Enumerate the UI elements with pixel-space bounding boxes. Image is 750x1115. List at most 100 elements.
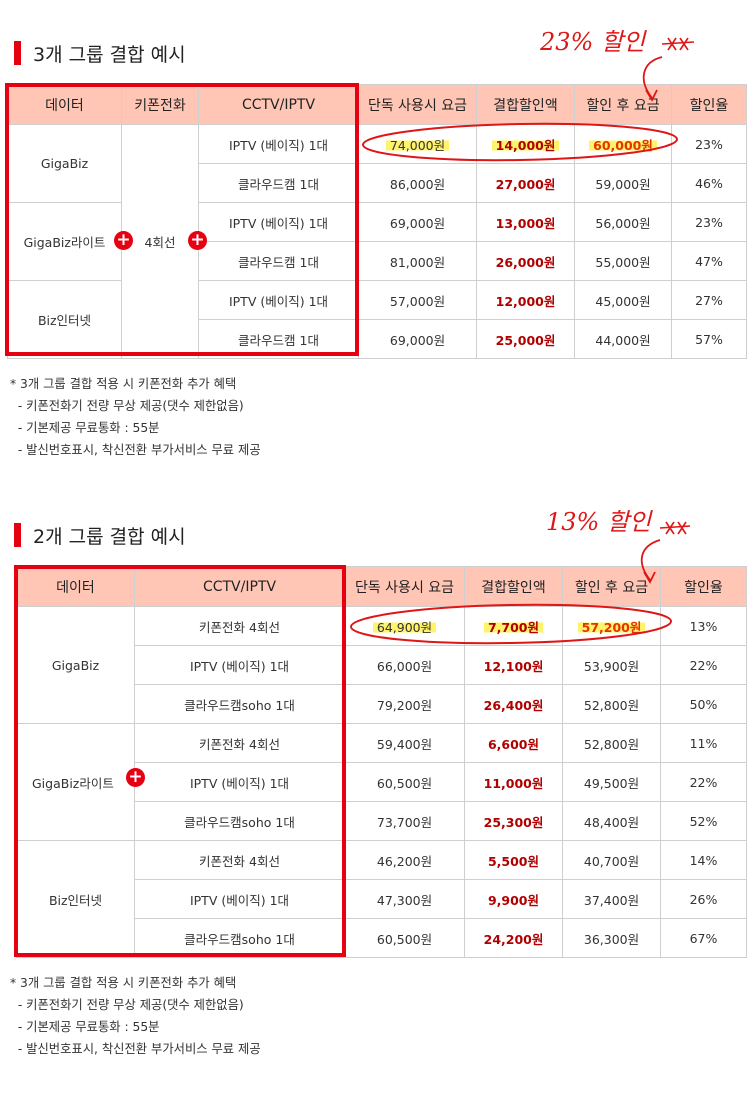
after-cell: 37,400원 bbox=[562, 879, 661, 919]
discount-cell: 9,900원 bbox=[464, 879, 563, 919]
standalone-value: 64,900원 bbox=[372, 619, 437, 635]
rate-cell: 52% bbox=[660, 801, 747, 841]
standalone-cell: 81,000원 bbox=[358, 241, 477, 281]
rate-cell: 22% bbox=[660, 762, 747, 802]
standalone-cell: 57,000원 bbox=[358, 280, 477, 320]
rate-cell: 57% bbox=[671, 319, 747, 359]
section2-title: 2개 그룹 결합 예시 bbox=[14, 520, 186, 550]
note-line: - 기본제공 무료통화 : 55분 bbox=[10, 1020, 160, 1034]
discount-cell: 26,000원 bbox=[476, 241, 575, 281]
service-cell: 클라우드캠soho 1대 bbox=[134, 918, 345, 958]
rate-cell: 46% bbox=[671, 163, 747, 203]
discount-cell: 12,000원 bbox=[476, 280, 575, 320]
discount-cell: 25,000원 bbox=[476, 319, 575, 359]
table-row: Biz인터넷 IPTV (베이직) 1대 57,000원 12,000원 45,… bbox=[7, 280, 747, 359]
table-row: GigaBiz라이트 IPTV (베이직) 1대 69,000원 13,000원… bbox=[7, 202, 747, 281]
note-line: - 키폰전화기 전량 무상 제공(댓수 제한없음) bbox=[10, 998, 244, 1012]
discount-cell: 27,000원 bbox=[476, 163, 575, 203]
header-cell: 키폰전화 bbox=[121, 84, 199, 125]
standalone-cell: 60,500원 bbox=[344, 762, 465, 802]
standalone-value: 74,000원 bbox=[385, 137, 450, 153]
after-cell: 36,300원 bbox=[562, 918, 661, 958]
header-cell: 단독 사용시 요금 bbox=[358, 84, 477, 125]
discount-cell: 26,400원 bbox=[464, 684, 563, 724]
header-cell: 결합할인액 bbox=[464, 566, 563, 607]
standalone-cell: 59,400원 bbox=[344, 723, 465, 763]
standalone-cell: 74,000원 bbox=[358, 124, 477, 164]
header-cell: CCTV/IPTV bbox=[134, 566, 345, 607]
standalone-cell: 79,200원 bbox=[344, 684, 465, 724]
rate-cell: 13% bbox=[660, 606, 747, 646]
section1-table: 데이터 키폰전화 CCTV/IPTV 단독 사용시 요금 결합할인액 할인 후 … bbox=[7, 84, 747, 359]
after-cell: 48,400원 bbox=[562, 801, 661, 841]
table-header-row: 데이터 키폰전화 CCTV/IPTV 단독 사용시 요금 결합할인액 할인 후 … bbox=[7, 84, 747, 125]
section2-title-text: 2개 그룹 결합 예시 bbox=[33, 525, 186, 548]
standalone-cell: 69,000원 bbox=[358, 319, 477, 359]
after-cell: 59,000원 bbox=[574, 163, 672, 203]
service-cell: IPTV (베이직) 1대 bbox=[134, 879, 345, 919]
plus-icon: + bbox=[114, 231, 133, 250]
note-line: - 발신번호표시, 착신전환 부가서비스 무료 제공 bbox=[10, 1042, 261, 1056]
plus-icon: + bbox=[188, 231, 207, 250]
note-line: - 기본제공 무료통화 : 55분 bbox=[10, 421, 160, 435]
annotation-23-discount: 23% 할인 bbox=[539, 28, 647, 56]
standalone-cell: 66,000원 bbox=[344, 645, 465, 685]
header-cell: 결합할인액 bbox=[476, 84, 575, 125]
after-cell: 44,000원 bbox=[574, 319, 672, 359]
after-cell: 52,800원 bbox=[562, 723, 661, 763]
rate-cell: 47% bbox=[671, 241, 747, 281]
service-cell: IPTV (베이직) 1대 bbox=[134, 762, 345, 802]
discount-cell: 14,000원 bbox=[476, 124, 575, 164]
table-row: GigaBiz 4회선 IPTV (베이직) 1대 74,000원 14,000… bbox=[7, 124, 747, 359]
table-row: 클라우드캠soho 1대 79,200원 26,400원 52,800원 50% bbox=[17, 684, 747, 724]
section1-notes: * 3개 그룹 결합 적용 시 키폰전화 추가 혜택 - 키폰전화기 전량 무상… bbox=[10, 373, 261, 461]
data-plan-cell: Biz인터넷 bbox=[16, 840, 135, 958]
table-row: 클라우드캠 1대 81,000원 26,000원 55,000원 47% bbox=[8, 241, 747, 281]
header-cell: 단독 사용시 요금 bbox=[344, 566, 465, 607]
sparkle-icon bbox=[659, 521, 691, 535]
rate-cell: 67% bbox=[660, 918, 747, 958]
discount-value: 14,000원 bbox=[491, 137, 560, 153]
discount-cell: 11,000원 bbox=[464, 762, 563, 802]
service-cell: 클라우드캠soho 1대 bbox=[134, 801, 345, 841]
service-cell: 클라우드캠 1대 bbox=[198, 319, 359, 359]
standalone-cell: 47,300원 bbox=[344, 879, 465, 919]
discount-cell: 25,300원 bbox=[464, 801, 563, 841]
discount-cell: 5,500원 bbox=[464, 840, 563, 880]
table-row: 클라우드캠soho 1대 60,500원 24,200원 36,300원 67% bbox=[17, 918, 747, 958]
plus-icon: + bbox=[126, 768, 145, 787]
discount-cell: 12,100원 bbox=[464, 645, 563, 685]
title-accent-bar bbox=[14, 41, 21, 65]
keyphone-cell: 4회선 bbox=[121, 124, 199, 359]
section2-notes: * 3개 그룹 결합 적용 시 키폰전화 추가 혜택 - 키폰전화기 전량 무상… bbox=[10, 972, 261, 1060]
after-cell: 60,000원 bbox=[574, 124, 672, 164]
header-cell: 데이터 bbox=[16, 566, 135, 607]
discount-cell: 13,000원 bbox=[476, 202, 575, 242]
table-row: 클라우드캠 1대 86,000원 27,000원 59,000원 46% bbox=[8, 163, 747, 203]
table-row: Biz인터넷 키폰전화 4회선 46,200원 5,500원 40,700원 1… bbox=[16, 840, 747, 958]
service-cell: 키폰전화 4회선 bbox=[134, 840, 345, 880]
rate-cell: 27% bbox=[671, 280, 747, 320]
rate-cell: 23% bbox=[671, 124, 747, 164]
table-row: GigaBiz 키폰전화 4회선 64,900원 7,700원 57,200원 … bbox=[16, 606, 747, 724]
service-cell: IPTV (베이직) 1대 bbox=[134, 645, 345, 685]
service-cell: 클라우드캠soho 1대 bbox=[134, 684, 345, 724]
rate-cell: 26% bbox=[660, 879, 747, 919]
note-line: * 3개 그룹 결합 적용 시 키폰전화 추가 혜택 bbox=[10, 976, 237, 990]
note-line: - 키폰전화기 전량 무상 제공(댓수 제한없음) bbox=[10, 399, 244, 413]
section2-table: 데이터 CCTV/IPTV 단독 사용시 요금 결합할인액 할인 후 요금 할인… bbox=[16, 566, 747, 958]
header-cell: 할인율 bbox=[671, 84, 747, 125]
after-cell: 40,700원 bbox=[562, 840, 661, 880]
rate-cell: 14% bbox=[660, 840, 747, 880]
after-cell: 53,900원 bbox=[562, 645, 661, 685]
standalone-cell: 73,700원 bbox=[344, 801, 465, 841]
header-cell: 할인 후 요금 bbox=[562, 566, 661, 607]
service-cell: 클라우드캠 1대 bbox=[198, 163, 359, 203]
after-value: 60,000원 bbox=[589, 137, 657, 153]
discount-cell: 6,600원 bbox=[464, 723, 563, 763]
title-accent-bar bbox=[14, 523, 21, 547]
table-header-row: 데이터 CCTV/IPTV 단독 사용시 요금 결합할인액 할인 후 요금 할인… bbox=[16, 566, 747, 607]
data-plan-cell: GigaBiz bbox=[7, 124, 122, 203]
after-cell: 57,200원 bbox=[562, 606, 661, 646]
rate-cell: 11% bbox=[660, 723, 747, 763]
